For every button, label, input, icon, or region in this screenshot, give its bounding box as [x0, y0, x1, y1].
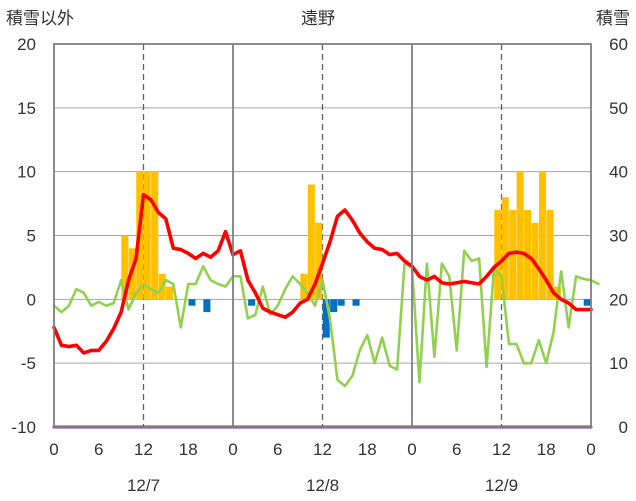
- right-tick-label: 10: [609, 354, 628, 373]
- blue-bar: [583, 299, 591, 306]
- blue-bar: [330, 299, 338, 313]
- right-axis-label: 積雪: [596, 9, 630, 29]
- blue-bar: [352, 299, 360, 306]
- gridlines: [54, 44, 591, 427]
- left-tick-label: 20: [17, 35, 36, 54]
- orange-bar: [315, 222, 323, 300]
- hour-tick-label: 0: [49, 440, 58, 459]
- orange-bar: [151, 171, 159, 300]
- hour-tick-label: 12: [492, 440, 511, 459]
- hour-tick-label: 12: [134, 440, 153, 459]
- left-tick-label: -5: [21, 354, 36, 373]
- orange-bar: [143, 171, 151, 300]
- blue-bar: [337, 299, 345, 306]
- orange-bar: [509, 209, 517, 300]
- left-tick-label: 15: [17, 99, 36, 118]
- left-axis-label: 積雪以外: [6, 9, 74, 29]
- hour-tick-label: 0: [586, 440, 595, 459]
- date-label: 12/8: [306, 476, 339, 495]
- hour-tick-label: 6: [452, 440, 461, 459]
- hour-tick-label: 18: [179, 440, 198, 459]
- orange-bar: [516, 171, 524, 300]
- right-tick-label: 50: [609, 99, 628, 118]
- orange-bar: [307, 184, 315, 300]
- date-label: 12/7: [127, 476, 160, 495]
- red-line: [52, 192, 593, 355]
- orange-bar: [121, 235, 129, 300]
- chart-title: 遠野: [301, 9, 335, 29]
- date-labels: 12/7 12/8 12/9: [127, 476, 518, 495]
- blue-bar: [248, 299, 256, 306]
- blue-bar: [203, 299, 211, 313]
- hour-tick-label: 0: [228, 440, 237, 459]
- green-line: [52, 249, 600, 388]
- left-axis-ticks: 20 15 10 5 0 -5 -10: [11, 35, 36, 437]
- hour-tick-label: 18: [358, 440, 377, 459]
- right-tick-label: 20: [609, 290, 628, 309]
- right-tick-label: 30: [609, 227, 628, 246]
- left-tick-label: -10: [11, 418, 36, 437]
- orange-bar: [166, 286, 174, 300]
- right-tick-label: 40: [609, 163, 628, 182]
- left-tick-label: 10: [17, 163, 36, 182]
- hour-tick-label: 6: [94, 440, 103, 459]
- x-axis-ticks: 0 6 12 18 0 6 12 18 0 6 12 18 0: [49, 440, 595, 459]
- right-axis-ticks: 60 50 40 30 20 10 0: [609, 35, 628, 437]
- left-tick-label: 5: [27, 227, 36, 246]
- right-tick-label: 0: [619, 418, 628, 437]
- orange-bar: [494, 209, 502, 300]
- blue-bar: [188, 299, 196, 306]
- right-tick-label: 60: [609, 35, 628, 54]
- hour-tick-label: 12: [313, 440, 332, 459]
- blue-bar: [322, 299, 330, 338]
- orange-bar: [546, 209, 554, 300]
- plot-border: [53, 43, 592, 428]
- plot-frame: [53, 43, 592, 428]
- orange-bar: [538, 171, 547, 300]
- date-label: 12/9: [485, 476, 518, 495]
- left-tick-label: 0: [27, 290, 36, 309]
- hour-tick-label: 6: [273, 440, 282, 459]
- orange-bar: [501, 197, 509, 300]
- hour-tick-label: 18: [537, 440, 556, 459]
- hour-tick-label: 0: [407, 440, 416, 459]
